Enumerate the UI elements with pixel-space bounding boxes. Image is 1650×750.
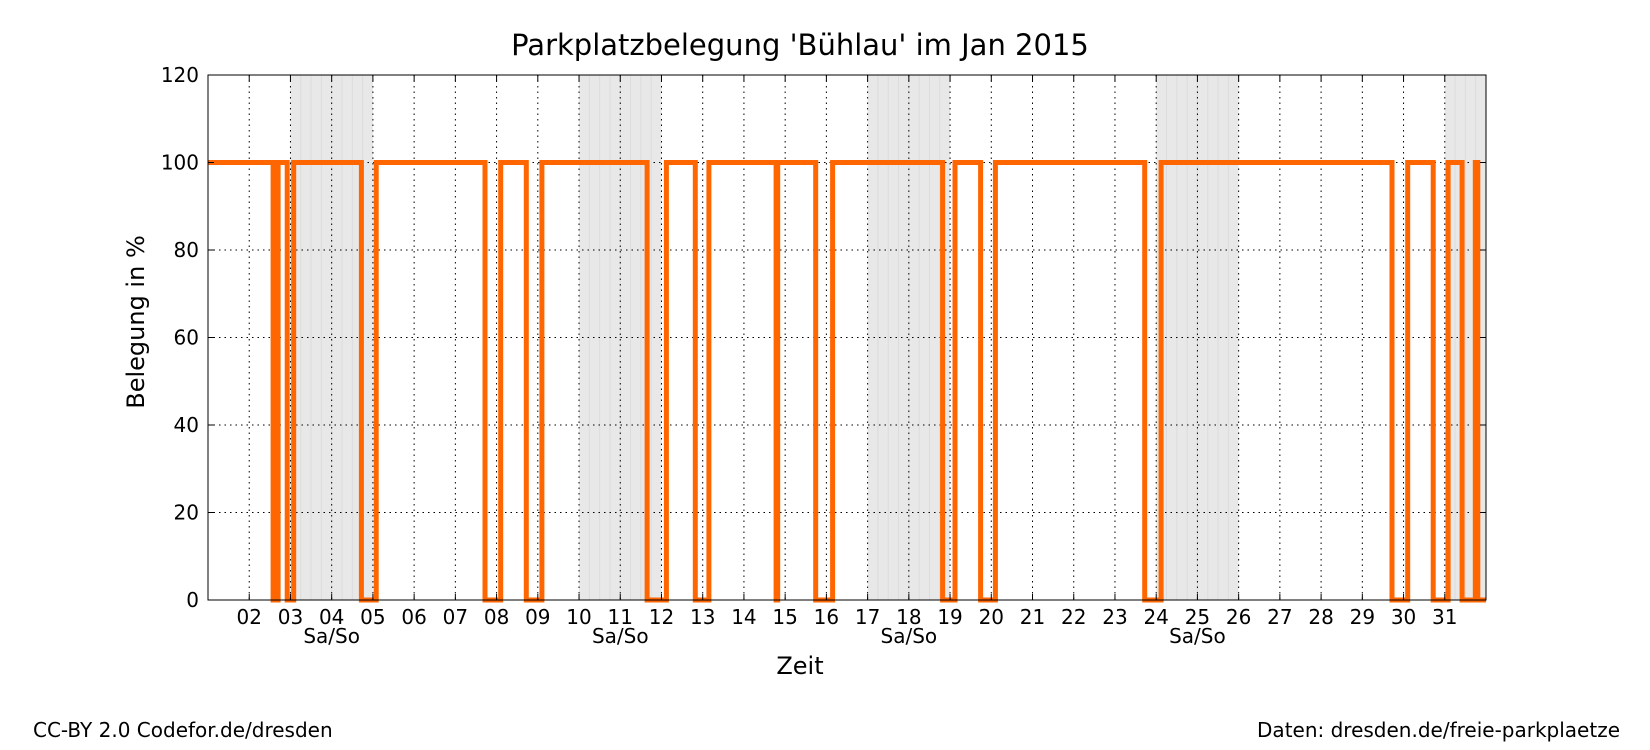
data-source-note: Daten: dresden.de/freie-parkplaetze <box>1257 718 1620 742</box>
y-tick-label: 80 <box>174 238 199 262</box>
weekend-label: Sa/So <box>1169 624 1226 648</box>
x-tick-label: 06 <box>401 605 426 629</box>
x-tick-label: 15 <box>772 605 797 629</box>
x-tick-label: 21 <box>1020 605 1045 629</box>
x-tick-label: 10 <box>566 605 591 629</box>
tick-labels: Sa/So Sa/So Sa/So Sa/So 0 20 40 60 80 100 120 02 03 0… <box>161 63 1458 648</box>
x-tick-label: 11 <box>608 605 633 629</box>
x-tick-label: 04 <box>319 605 344 629</box>
x-tick-label: 24 <box>1143 605 1168 629</box>
weekend-label: Sa/So <box>303 624 360 648</box>
x-tick-label: 30 <box>1391 605 1416 629</box>
x-tick-label: 18 <box>896 605 921 629</box>
y-tick-label: 100 <box>161 151 199 175</box>
tick-marks <box>208 74 1486 601</box>
grid-lines <box>208 74 1486 600</box>
series-line-0 <box>208 160 1486 603</box>
x-tick-label: 26 <box>1226 605 1251 629</box>
x-tick-label: 08 <box>484 605 509 629</box>
x-tick-label: 23 <box>1102 605 1127 629</box>
x-tick-label: 20 <box>979 605 1004 629</box>
x-tick-label: 16 <box>814 605 839 629</box>
x-tick-label: 27 <box>1267 605 1292 629</box>
x-tick-label: 19 <box>937 605 962 629</box>
x-tick-label: 31 <box>1432 605 1457 629</box>
series-layer <box>208 160 1486 603</box>
x-tick-label: 14 <box>731 605 756 629</box>
weekend-bands <box>290 75 1486 600</box>
x-tick-label: 05 <box>360 605 385 629</box>
chart-title: Parkplatzbelegung 'Bühlau' im Jan 2015 <box>511 28 1089 62</box>
x-tick-label: 29 <box>1350 605 1375 629</box>
y-tick-label: 60 <box>174 326 199 350</box>
x-tick-label: 22 <box>1061 605 1086 629</box>
x-tick-label: 12 <box>649 605 674 629</box>
x-tick-label: 17 <box>855 605 880 629</box>
x-tick-label: 02 <box>236 605 261 629</box>
license-note: CC-BY 2.0 Codefor.de/dresden <box>33 718 333 742</box>
y-tick-label: 20 <box>174 501 199 525</box>
x-tick-label: 03 <box>278 605 303 629</box>
weekend-label: Sa/So <box>881 624 938 648</box>
x-tick-label: 13 <box>690 605 715 629</box>
y-tick-label: 0 <box>186 588 199 612</box>
weekend-label: Sa/So <box>592 624 649 648</box>
y-axis-label: Belegung in % <box>122 235 150 409</box>
y-tick-label: 40 <box>174 413 199 437</box>
x-axis-label: Zeit <box>776 652 823 680</box>
x-tick-label: 09 <box>525 605 550 629</box>
x-tick-label: 07 <box>443 605 468 629</box>
x-tick-label: 28 <box>1308 605 1333 629</box>
y-tick-label: 120 <box>161 63 199 87</box>
x-tick-label: 25 <box>1185 605 1210 629</box>
